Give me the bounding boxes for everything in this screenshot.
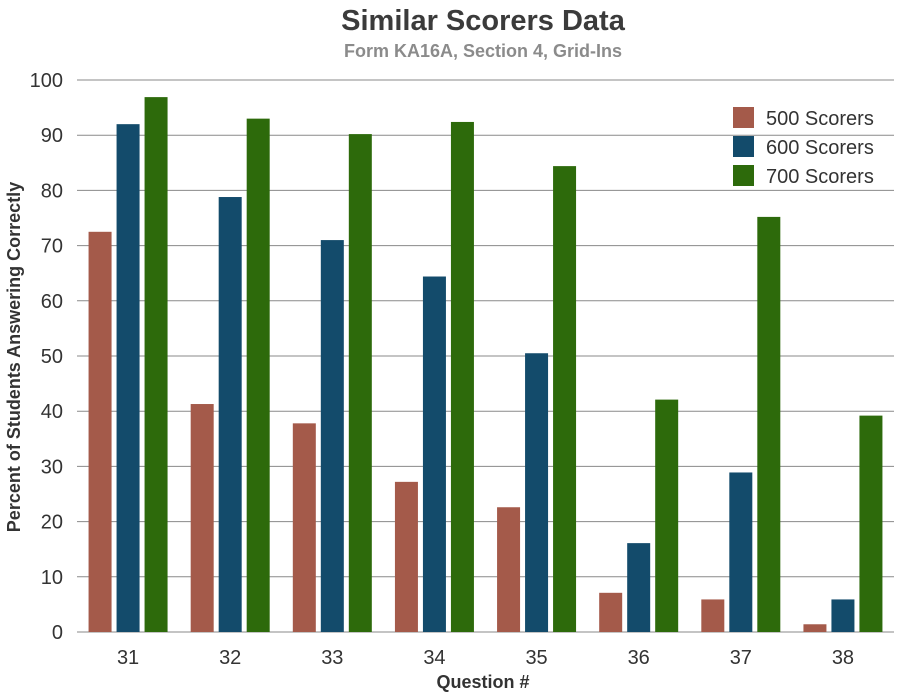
legend: 500 Scorers 600 Scorers 700 Scorers (733, 107, 874, 188)
y-tick-label: 30 (41, 456, 63, 478)
y-tick-label: 40 (41, 401, 63, 423)
y-tick-label: 20 (41, 512, 63, 534)
bar-500-scorers-q35 (497, 507, 521, 632)
chart-subtitle: Form KA16A, Section 4, Grid-Ins (344, 41, 622, 61)
bar-500-scorers-q36 (599, 592, 623, 632)
x-tick-label: 32 (219, 647, 241, 669)
bar-500-scorers-q33 (292, 423, 316, 632)
x-tick-label: 37 (730, 647, 752, 669)
bar-700-scorers-q33 (348, 134, 372, 632)
bar-500-scorers-q31 (88, 231, 112, 633)
y-axis-label: Percent of Students Answering Correctly (4, 182, 24, 532)
x-tick-label: 33 (321, 647, 343, 669)
bar-700-scorers-q34 (450, 121, 474, 633)
bar-600-scorers-q38 (831, 599, 855, 632)
y-tick-label: 0 (52, 622, 63, 644)
bar-600-scorers-q34 (422, 276, 446, 632)
legend-swatch (733, 165, 754, 186)
x-tick-label: 38 (832, 647, 854, 669)
bar-600-scorers-q31 (116, 124, 140, 632)
y-tick-label: 70 (41, 236, 63, 258)
y-tick-label: 10 (41, 567, 63, 589)
y-tick-label: 60 (41, 291, 63, 313)
bar-500-scorers-q34 (394, 481, 418, 632)
chart-title: Similar Scorers Data (341, 5, 626, 37)
bars (88, 97, 883, 633)
y-tick-label: 50 (41, 346, 63, 368)
bar-700-scorers-q38 (859, 415, 883, 632)
legend-label: 700 Scorers (766, 166, 874, 188)
bar-600-scorers-q36 (627, 543, 651, 632)
legend-label: 600 Scorers (766, 137, 874, 159)
x-axis-ticks: 31 32 33 34 35 36 37 38 (117, 647, 854, 669)
bar-600-scorers-q37 (729, 472, 753, 632)
x-axis-label: Question # (436, 672, 529, 692)
legend-swatch (733, 107, 754, 128)
x-tick-label: 35 (525, 647, 547, 669)
bar-700-scorers-q32 (246, 118, 270, 632)
x-tick-label: 36 (628, 647, 650, 669)
x-tick-label: 34 (423, 647, 445, 669)
bar-500-scorers-q32 (190, 404, 214, 632)
bar-500-scorers-q38 (803, 624, 827, 632)
y-tick-label: 80 (41, 180, 63, 202)
y-tick-label: 90 (41, 125, 63, 147)
bar-600-scorers-q35 (525, 353, 549, 632)
bar-600-scorers-q33 (320, 240, 344, 632)
y-axis-ticks: 0 10 20 30 40 50 60 70 80 90 100 (30, 70, 63, 644)
bar-700-scorers-q31 (144, 97, 168, 632)
y-tick-label: 100 (30, 70, 63, 92)
legend-label: 500 Scorers (766, 108, 874, 130)
x-tick-label: 31 (117, 647, 139, 669)
bar-600-scorers-q32 (218, 197, 242, 633)
bar-500-scorers-q37 (701, 599, 725, 632)
bar-700-scorers-q37 (757, 216, 781, 632)
bar-700-scorers-q36 (655, 399, 679, 632)
bar-700-scorers-q35 (553, 166, 577, 632)
legend-swatch (733, 136, 754, 157)
